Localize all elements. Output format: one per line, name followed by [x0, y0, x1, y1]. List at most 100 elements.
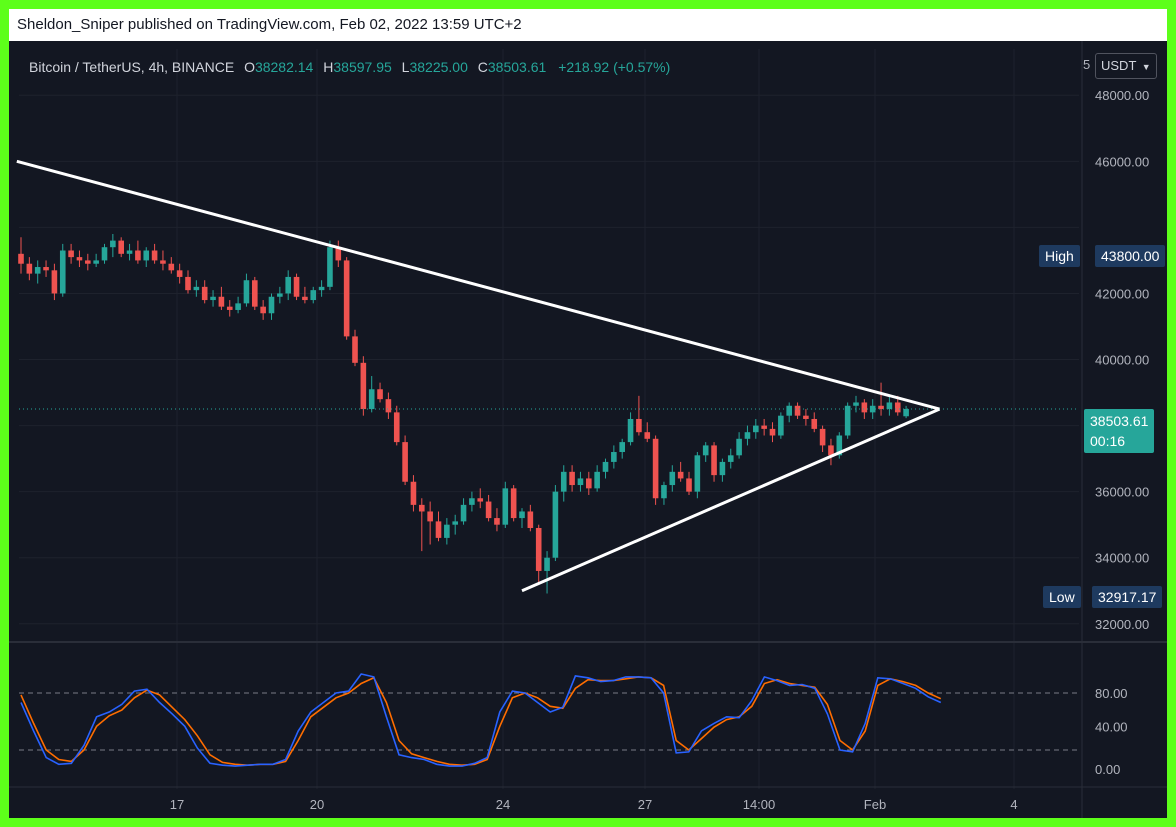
candle-body — [352, 336, 358, 363]
candle-body — [869, 405, 876, 413]
candle-body — [126, 250, 133, 254]
symbol-title[interactable]: Bitcoin / TetherUS, 4h, BINANCE — [29, 59, 235, 75]
candle-body — [677, 471, 684, 479]
candle-body — [210, 296, 216, 301]
candle-body — [586, 478, 592, 489]
candle-body — [535, 527, 542, 571]
candle-body — [43, 267, 49, 271]
candle-body — [844, 405, 851, 436]
currency-prefix: 5 — [1083, 57, 1091, 72]
candle-body — [34, 267, 41, 274]
candle-body — [302, 296, 308, 301]
time-axis-tick: 24 — [496, 797, 510, 812]
oscillator-axis-tick: 0.00 — [1095, 762, 1120, 777]
price-axis-tick: 46000.00 — [1095, 154, 1149, 169]
current-price-value: 38503.61 — [1090, 413, 1149, 429]
candle-body — [427, 511, 433, 522]
chart-canvas[interactable]: 48000.00 46000.00 42000.00 40000.00 36000.00… — [9, 9, 1167, 818]
candle-body — [753, 425, 759, 433]
candle-body — [702, 445, 709, 456]
candle-body — [118, 240, 124, 254]
candle-body — [811, 418, 818, 429]
high-value-tag: 43800.00 — [1095, 245, 1166, 267]
low-key: L — [401, 59, 410, 75]
low-value-tag: 32917.17 — [1092, 586, 1163, 608]
candle-body — [285, 276, 291, 294]
candle-body — [711, 445, 717, 476]
candle-body — [594, 471, 600, 489]
time-axis-tick: 27 — [638, 797, 652, 812]
low-value: 38225.00 — [409, 59, 468, 75]
candle-body — [335, 247, 342, 261]
chevron-down-icon: ▼ — [1141, 62, 1151, 72]
oscillator-axis-tick: 40.00 — [1095, 719, 1128, 734]
candle-body — [51, 270, 58, 294]
candle-body — [343, 260, 350, 337]
candle-body — [569, 471, 575, 486]
close-key: C — [477, 59, 488, 75]
candle-body — [694, 455, 701, 492]
low-label-tag: Low — [1043, 586, 1081, 608]
candle-body — [410, 481, 417, 505]
publish-info-bar: Sheldon_Sniper published on TradingView.… — [9, 9, 1167, 41]
candle-body — [318, 286, 325, 291]
candle-body — [786, 405, 792, 416]
candle-body — [435, 521, 442, 538]
candle-body — [544, 557, 550, 571]
candle-body — [377, 389, 383, 400]
low-label: Low — [1049, 589, 1075, 605]
candle-body — [552, 491, 559, 558]
symbol-legend: Bitcoin / TetherUS, 4h, BINANCE O38282.1… — [29, 59, 670, 75]
candle-body — [477, 498, 484, 502]
candle-body — [452, 521, 458, 525]
candle-body — [277, 293, 283, 297]
low-value: 32917.17 — [1098, 589, 1157, 605]
candle-body — [469, 498, 475, 505]
candle-body — [252, 280, 258, 307]
candle-body — [828, 445, 834, 456]
candle-body — [268, 296, 275, 314]
candle-body — [293, 276, 300, 297]
currency-button[interactable]: USDT ▼ — [1095, 53, 1157, 79]
candle-body — [527, 511, 534, 528]
candle-body — [794, 405, 801, 416]
candle-body — [110, 240, 116, 248]
candle-body — [218, 296, 225, 307]
candle-body — [652, 438, 659, 499]
high-key: H — [323, 59, 334, 75]
price-axis-tick: 34000.00 — [1095, 551, 1149, 566]
candle-body — [18, 253, 24, 264]
candle-body — [185, 276, 191, 291]
oscillator-axis-tick: 80.00 — [1095, 686, 1128, 701]
candle-body — [93, 260, 99, 264]
candle-body — [861, 402, 868, 413]
candle-body — [235, 303, 241, 310]
candle-body — [853, 402, 859, 406]
candle-body — [68, 250, 74, 258]
candle-body — [502, 488, 509, 525]
candle-body — [260, 306, 266, 314]
candle-body — [560, 471, 567, 492]
time-axis-tick: 4 — [1010, 797, 1017, 812]
candle-body — [76, 257, 83, 261]
candle-body — [385, 399, 392, 413]
candle-body — [886, 402, 893, 410]
candle-body — [393, 412, 400, 443]
candle-body — [494, 518, 500, 525]
candle-body — [310, 290, 317, 301]
candle-body — [444, 524, 450, 538]
candle-body — [419, 504, 425, 512]
candle-body — [769, 428, 776, 436]
currency-label: USDT — [1101, 58, 1137, 73]
price-axis-tick: 40000.00 — [1095, 353, 1149, 368]
time-axis-tick: 14:00 — [743, 797, 776, 812]
candle-body — [101, 247, 108, 261]
candle-body — [59, 250, 66, 294]
candle-body — [243, 280, 250, 304]
triangle-trendline[interactable] — [521, 407, 941, 593]
candle-body — [602, 461, 609, 472]
candle-body — [661, 485, 667, 499]
time-axis-tick: 17 — [170, 797, 184, 812]
triangle-trendline[interactable] — [16, 159, 940, 411]
candle-body — [143, 250, 150, 261]
